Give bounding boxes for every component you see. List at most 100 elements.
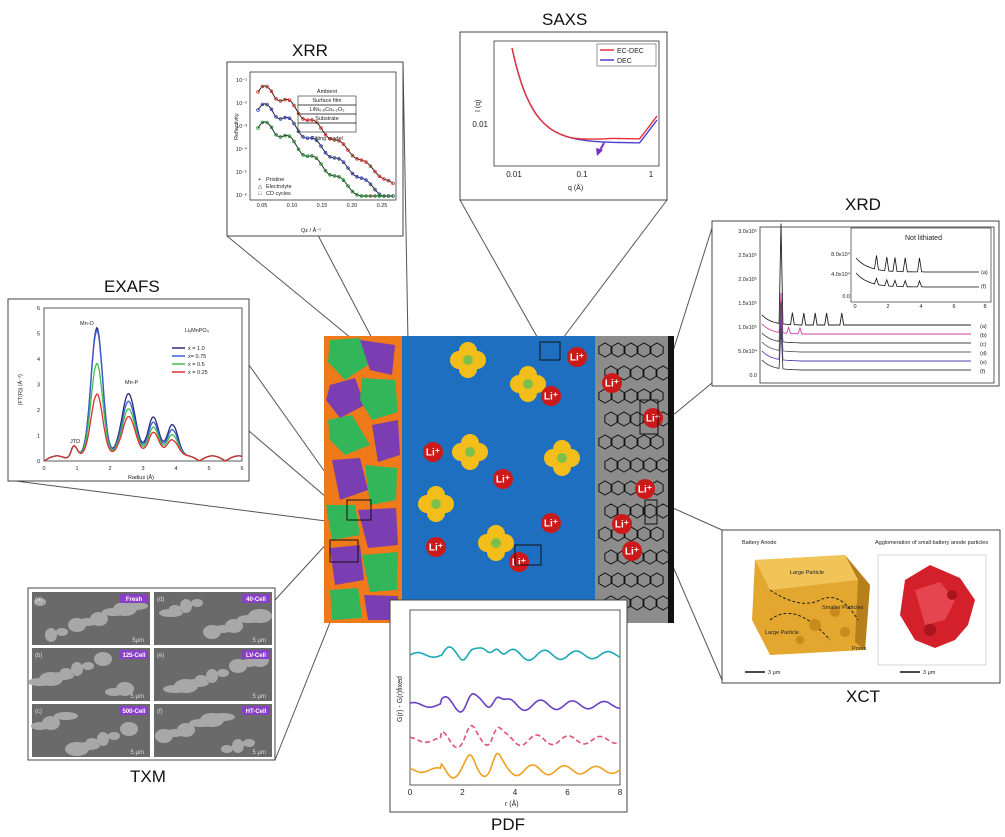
xrr-ytick: 10⁻⁵ (236, 169, 247, 176)
graphite-ring (624, 388, 638, 404)
xct-agglomerate (877, 554, 987, 666)
lithium-ion-circle (602, 373, 622, 393)
exafs-ylabel: |FT(R)| (Å⁻³) (17, 374, 24, 405)
txm-particle (90, 612, 108, 626)
svg-text:△: △ (258, 184, 263, 190)
graphite-ring (617, 365, 631, 381)
xrd-inset-ytick-0: 8.0x10⁴ (831, 251, 851, 258)
xrr-data-point (287, 98, 292, 102)
xrr-data-point (310, 136, 314, 140)
xrr-data-point (391, 181, 395, 186)
xrr-xlabel: Qz / Å⁻¹ (301, 227, 321, 234)
graphite-ring (630, 365, 644, 381)
xrr-data-point (386, 194, 391, 198)
txm-particle (56, 628, 68, 636)
lithium-ion: Li⁺ (643, 408, 663, 428)
solvent-molecule (510, 366, 546, 402)
xrr-data-point (355, 193, 359, 197)
lithium-ion: Li⁺ (509, 552, 529, 572)
xrd-label: (f) (980, 369, 985, 375)
txm-particle (180, 599, 192, 613)
xrr-legend-cd: CD cycles (266, 191, 291, 197)
txm-particle (120, 722, 138, 736)
xrd-inset-curves (855, 255, 979, 288)
graphite-ring (637, 434, 651, 450)
xrr-data-point (265, 102, 269, 107)
txm-scale: 5 μm (253, 638, 266, 644)
lithium-ion-label: Li⁺ (544, 392, 558, 403)
graphite-ring (604, 503, 618, 519)
txm-particle (45, 628, 57, 642)
xrr-data-point (319, 144, 323, 148)
pdf-curve (409, 724, 621, 749)
exafs-ytick: 5 (37, 332, 40, 338)
svg-text:□: □ (258, 191, 262, 197)
xrd-label: (a) (980, 324, 987, 330)
xrr-panel: XRR Reflectivity Qz / Å⁻¹ 10⁻¹10⁻²10⁻³10… (226, 41, 404, 237)
graphite-ring (624, 572, 638, 588)
svg-text:+: + (258, 177, 261, 183)
xrr-layer-cathode: LiNi₀.₈Co₀.₂O₂ (310, 107, 345, 113)
xrr-data-point (260, 102, 265, 107)
xct-title: XCT (846, 687, 880, 706)
lithium-ion-label: Li⁺ (625, 547, 639, 558)
txm-scale: 5 μm (131, 750, 144, 756)
xrr-data-point (274, 132, 278, 137)
saxs-ylabel: I (q) (475, 100, 482, 112)
txm-letter: (e) (157, 653, 164, 659)
exafs-xtick: 4 (174, 466, 177, 472)
solvent-molecule (450, 342, 486, 378)
xrr-data-point (301, 117, 305, 121)
txm-letter: (d) (157, 597, 164, 603)
txm-tile: HT-Cell (f) 5 μm (154, 704, 272, 757)
saxs-legend-ec-dec: EC-DEC (617, 48, 644, 55)
xrr-data-point (292, 139, 296, 144)
saxs-legend: EC-DEC DEC (596, 43, 657, 67)
xrd-label: (c) (980, 342, 987, 348)
xrd-curve (761, 310, 971, 353)
xrr-data-point (377, 194, 382, 198)
txm-scale: 5μm (132, 638, 144, 644)
lithium-ion: Li⁺ (622, 541, 642, 561)
exafs-legend: LiₓMnPO₄ x = 1.0 x= 0.75 x = 0.5 x = 0.2… (172, 328, 210, 376)
xrd-ytick: 2.0x10⁵ (738, 276, 757, 283)
xrd-curve (761, 292, 971, 335)
graphite-ring (598, 342, 612, 358)
xrr-data-point (319, 126, 323, 130)
xrr-ytick: 10⁻³ (236, 124, 247, 130)
xrr-title: XRR (292, 41, 328, 60)
txm-tag-bg (242, 706, 270, 715)
graphite-ring (630, 503, 644, 519)
pdf-curve (409, 692, 621, 713)
txm-particle (217, 669, 229, 677)
xrd-inset-xtick-4: 8 (983, 304, 986, 310)
solvent-atom (427, 504, 445, 522)
txm-tag: HT-Cell (246, 709, 267, 715)
graphite-ring (637, 572, 651, 588)
xrr-model-caption: Fitting model (311, 136, 343, 142)
xct-right-caption: Agglomeration of small battery anode par… (875, 540, 988, 546)
lithium-ion-label: Li⁺ (638, 485, 652, 496)
xrd-panel: XRD 3.0x10⁵ 2.5x10⁵ 2.0x10⁵ 1.5x10⁵ 1.0x10⁵ 5… (711, 195, 1000, 387)
xrr-data-point (323, 132, 328, 137)
xrd-label: (b) (980, 333, 987, 339)
txm-particle (108, 732, 120, 740)
saxs-legend-dec: DEC (617, 58, 632, 65)
exafs-curves (43, 326, 243, 462)
xrd-ytick: 0.0 (749, 373, 757, 379)
txm-particle (76, 742, 100, 750)
xrr-data-point (269, 107, 274, 112)
graphite-ring (650, 388, 664, 404)
saxs-xtick-2: 1 (649, 170, 654, 179)
xrr-data-point (359, 158, 364, 162)
graphite-ring (630, 457, 644, 473)
xrr-xtick: 0.05 (257, 203, 268, 209)
txm-tag: 500-Cell (122, 709, 145, 715)
xrr-layer-ambient: Ambient (317, 89, 338, 95)
txm-particle (159, 609, 183, 617)
lithium-ion: Li⁺ (602, 373, 622, 393)
pdf-xtick: 6 (565, 788, 570, 797)
txm-particle (177, 723, 195, 737)
txm-tag-bg (242, 650, 270, 659)
xrr-ytick: 10⁻² (236, 101, 247, 107)
